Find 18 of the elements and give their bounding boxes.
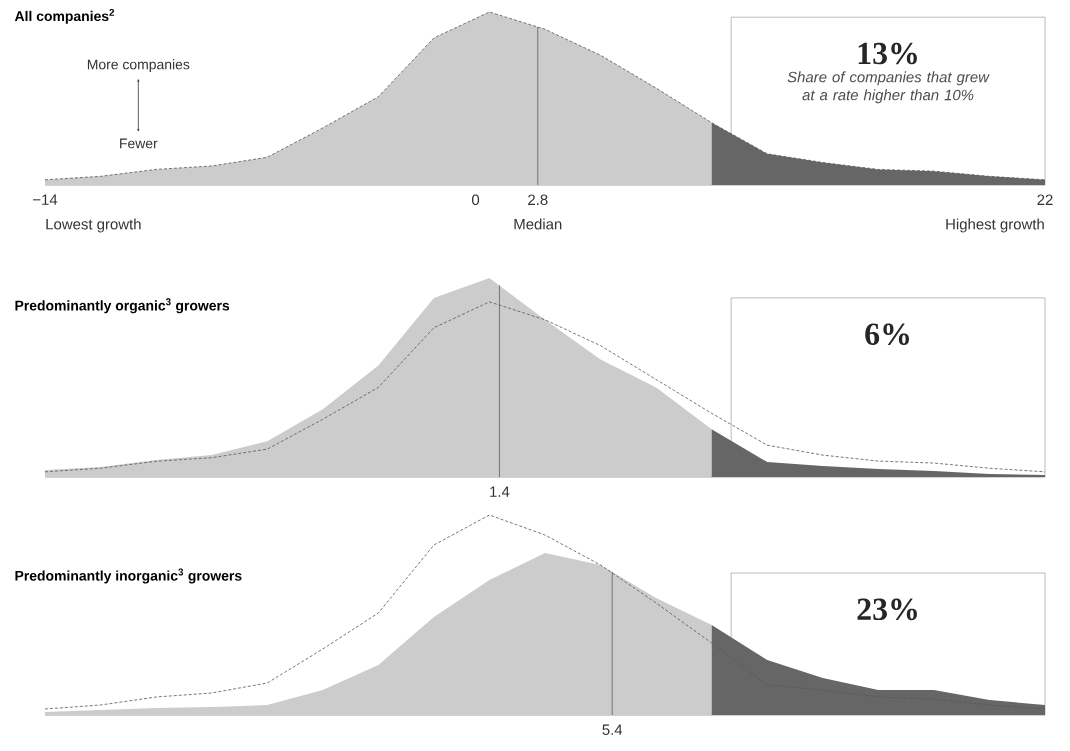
annotation: More companies <box>87 59 190 73</box>
annotation: 6% <box>865 323 909 346</box>
annotation: Fewer <box>120 138 158 149</box>
chart-title: All companies$^{2}$ <box>14 8 115 24</box>
text: 5.4 <box>602 724 623 735</box>
text: 22 <box>1037 194 1053 205</box>
text: 0 <box>471 194 480 206</box>
text: −14 <box>33 194 58 205</box>
text: 1.4 <box>490 486 510 497</box>
text: 2.8 <box>528 194 548 206</box>
text: Predominantly inorganic$^{3}$ growers <box>15 568 242 584</box>
annotation: 13% <box>858 42 917 65</box>
text: Predominantly organic$^{3}$ growers <box>15 298 230 314</box>
annotation: Share of companies that grew at a rate higher than 10% <box>787 71 990 104</box>
annotation: 23% <box>857 598 917 621</box>
text: Highest growth <box>946 218 1044 233</box>
text: Lowest growth <box>46 218 141 233</box>
text: Median <box>514 218 562 230</box>
